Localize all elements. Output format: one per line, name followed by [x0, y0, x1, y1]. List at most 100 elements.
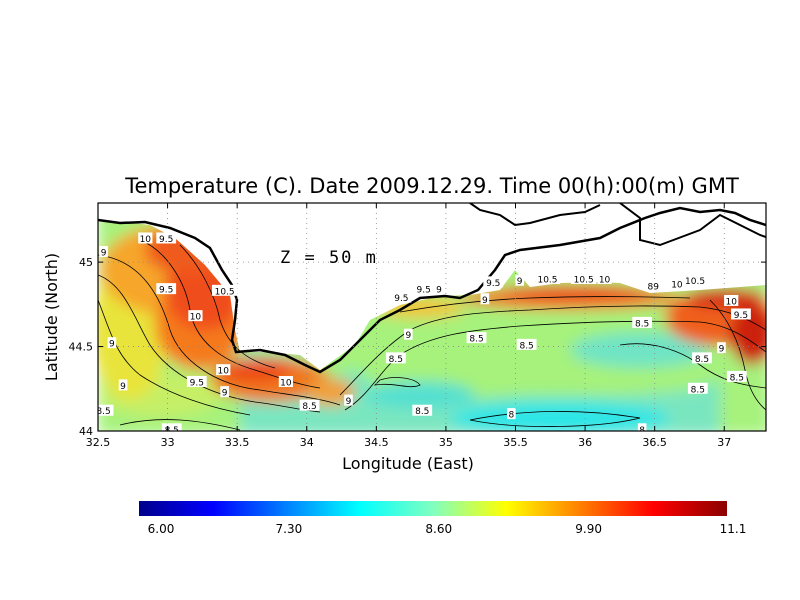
contour-label-box	[156, 232, 177, 244]
contour-label-box	[632, 316, 653, 328]
x-tick-label: 37	[717, 436, 731, 449]
contour-label: 8.5	[469, 335, 483, 345]
x-tick-label: 33	[161, 436, 175, 449]
contour-label: 10.5	[537, 276, 557, 286]
contour-label: 9	[436, 286, 442, 296]
x-axis-ticks: 32.5 33 33.5 34 34.5 35 35.5 36 36.5 37	[86, 203, 731, 449]
contour-label: 10	[190, 313, 202, 323]
contour-label: 10	[280, 379, 292, 389]
contour-label: 9	[101, 248, 107, 258]
contour-label-box	[637, 423, 647, 431]
contour-label: 10	[671, 281, 683, 291]
contour-label: 8.5	[165, 426, 179, 436]
contour-label: 8.5	[695, 355, 709, 365]
x-tick-label: 32.5	[86, 436, 111, 449]
contour-label: 10	[218, 367, 230, 377]
x-axis-label: Longitude (East)	[342, 454, 474, 473]
y-tick-label: 45	[79, 256, 93, 269]
contour-label: 9.5	[416, 286, 430, 296]
plot-area: Z = 50 m 10 9.599.5 10.5109109.591098.58.5…	[96, 203, 766, 436]
contour-label-box	[107, 337, 117, 349]
contour-label: 9	[517, 277, 523, 287]
contour-label: 9.5	[159, 235, 173, 245]
contour-label-box	[299, 399, 320, 411]
contour-label: 9	[405, 331, 411, 341]
contour-label-box	[515, 274, 524, 286]
contour-label: 8.5	[389, 355, 403, 365]
contour-label: 10.5	[685, 277, 705, 287]
contour-label-box	[211, 284, 238, 296]
contour-label: 9	[109, 340, 115, 350]
contour-label-box	[161, 423, 182, 431]
contour-label-box	[391, 291, 412, 303]
colorbar-tick-label: 11.1	[720, 522, 747, 536]
contour-label: 9.5	[394, 294, 408, 304]
contour-label-box	[156, 283, 177, 295]
contour-label-box	[404, 328, 413, 340]
x-tick-label: 34.5	[364, 436, 389, 449]
y-tick-label: 44.5	[69, 341, 94, 354]
contour-label-box	[570, 273, 597, 284]
contour-label: 9	[719, 345, 725, 355]
contour-label-box	[118, 379, 128, 391]
x-tick-label: 36	[578, 436, 592, 449]
contour-label-box	[669, 278, 685, 290]
contour-label: 8.5	[691, 385, 705, 395]
contour-label: 8.5	[635, 319, 649, 329]
colorbar-tick-label: 8.60	[425, 522, 452, 536]
contour-label-box	[682, 274, 708, 286]
y-axis-ticks: 44 44.5 45	[69, 256, 766, 438]
colorbar	[139, 501, 727, 516]
contour-label: 10.5	[215, 287, 235, 297]
contour-label-box	[687, 382, 708, 394]
y-tick-label: 44	[79, 425, 93, 438]
contour-label-box	[507, 408, 516, 420]
colorbar-tick-label: 7.30	[276, 522, 303, 536]
contour-label-box	[731, 308, 751, 320]
contour-label-box	[344, 394, 353, 406]
contour-label-box	[98, 404, 114, 416]
contour-label: 8	[508, 411, 514, 421]
contour-label: 9.5	[190, 379, 204, 389]
contour-label: 9.5	[159, 286, 173, 296]
colorbar-tick-labels: 6.00 7.30 8.60 9.90 11.1	[148, 522, 747, 536]
contour-label-box	[220, 386, 229, 398]
contour-label: 10	[599, 276, 611, 286]
colorbar-tick-label: 9.90	[575, 522, 602, 536]
x-tick-label: 35.5	[503, 436, 528, 449]
contour-label-box	[412, 404, 433, 416]
contour-label: 10	[725, 297, 737, 307]
contour-labels: 10 9.599.5 10.5109109.591098.58.58.598.598…	[96, 232, 751, 436]
contour-label-box	[466, 332, 487, 344]
contour-label-box	[480, 293, 490, 305]
x-tick-label: 35	[439, 436, 453, 449]
contour-label-box	[413, 283, 434, 295]
chart-title: Temperature (C). Date 2009.12.29. Time 0…	[124, 174, 739, 198]
contour-label-box	[717, 342, 726, 354]
contour-label-box	[188, 310, 203, 322]
contour-label-box	[597, 273, 612, 284]
contour-label: 9	[482, 296, 488, 306]
contour-label-box	[186, 376, 207, 388]
contour-label: 9.5	[734, 311, 748, 321]
contour-label: 8.5	[519, 341, 533, 351]
grid-lines	[98, 203, 766, 431]
contour-label: 8.5	[96, 407, 110, 417]
contour-label-box	[385, 352, 406, 364]
contour-label: 9	[346, 397, 352, 407]
contour-label: 9	[222, 389, 228, 399]
contour-label-box	[216, 364, 231, 376]
contour-label-box	[692, 352, 712, 364]
contour-label-box	[278, 376, 293, 388]
x-tick-label: 33.5	[225, 436, 250, 449]
contour-label: 8.5	[730, 373, 744, 383]
contour-label: 10	[140, 235, 152, 245]
depth-annotation: Z = 50 m	[280, 248, 378, 268]
contour-label: 8.5	[302, 402, 316, 412]
x-tick-label: 34	[300, 436, 314, 449]
contour-label-box	[646, 279, 661, 291]
contour-label-box	[534, 273, 561, 284]
y-axis-label: Latitude (North)	[42, 253, 61, 381]
kerch-coast	[469, 203, 766, 247]
